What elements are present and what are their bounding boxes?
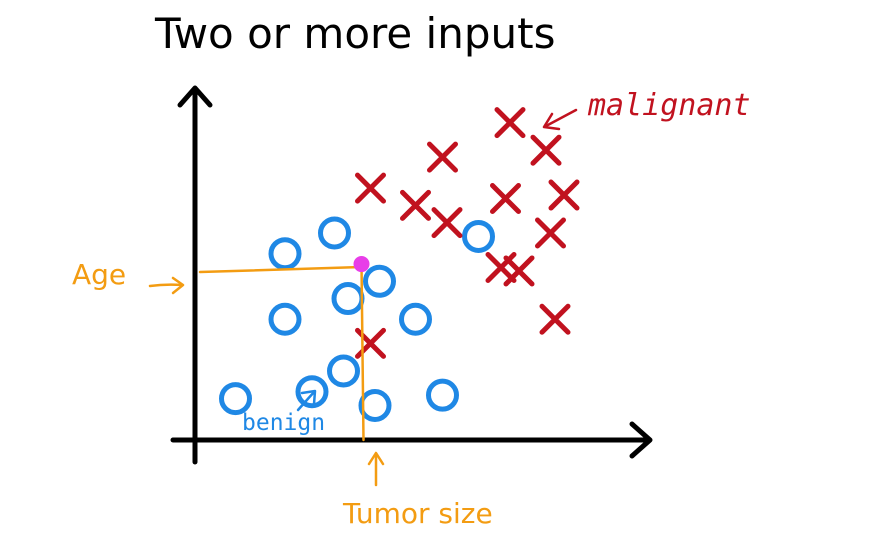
malignant-point [539,303,571,335]
malignant-point [355,172,386,204]
benign-point [295,375,329,409]
age-label: Age [72,258,126,291]
malignant-point [431,207,463,239]
malignant-point [427,141,458,173]
benign-point [331,282,365,316]
malignant-label: malignant [587,88,751,123]
x-axis-arrowhead [629,421,653,459]
benign-arrowhead [300,389,317,406]
tumor-size-guide-line [360,262,365,442]
data-marks [219,107,580,422]
malignant-arrowhead [542,112,561,131]
benign-point [462,219,495,253]
tumor-size-arrowhead [367,451,385,466]
benign-arrow [296,390,316,412]
tumor-size-label: Tumor size [342,497,493,530]
benign-point [363,264,396,298]
malignant-point [400,189,431,221]
age-guide-line [198,265,363,274]
benign-point [426,378,459,412]
axes [170,85,653,465]
benign-point [268,237,302,271]
y-axis-arrowhead [177,85,213,108]
benign-label: benign [242,410,325,436]
malignant-point [490,183,521,214]
age-arrow [148,283,184,288]
benign-point [358,389,392,422]
malignant-point [503,255,535,287]
malignant-point [494,107,526,139]
benign-point [268,302,302,336]
benign-point [327,354,360,388]
malignant-point [535,217,566,249]
query-point [353,256,370,273]
age-arrowhead [171,276,185,295]
benign-point [318,216,351,250]
benign-point [219,382,252,416]
query-guides [198,256,370,442]
malignant-point [548,179,580,211]
benign-point [399,302,432,336]
malignant-point [530,134,562,166]
malignant-arrow [544,108,578,128]
diagram-title: Two or more inputs [154,9,555,58]
